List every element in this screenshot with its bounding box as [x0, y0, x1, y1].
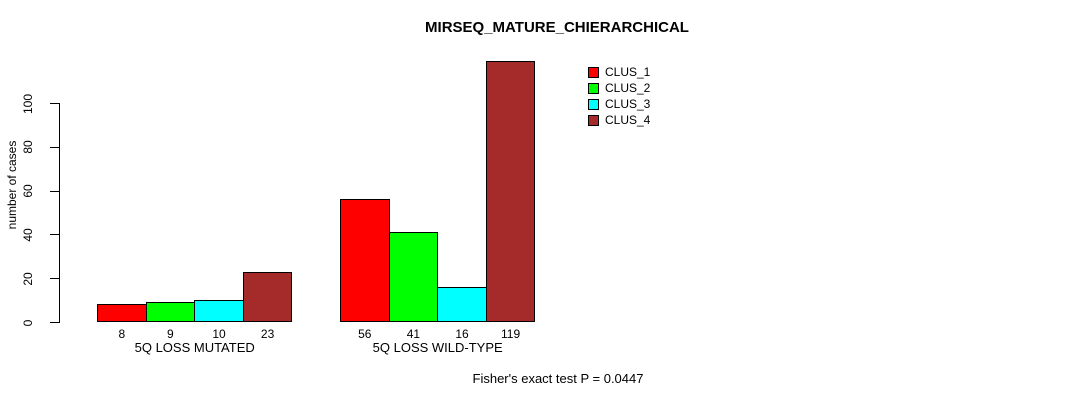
bar-clus_3-group1 [194, 300, 244, 322]
legend: CLUS_1 CLUS_2 CLUS_3 CLUS_4 [588, 64, 650, 128]
y-tick-label: 20 [21, 272, 35, 286]
legend-swatch-icon [588, 66, 599, 78]
bar-value-label: 10 [212, 327, 226, 341]
annotation: Fisher's exact test P = 0.0447 [472, 371, 644, 386]
bar-clus_4-group1 [242, 272, 293, 322]
legend-label: CLUS_1 [605, 65, 651, 79]
y-tick-mark [50, 103, 59, 104]
y-tick-label: 100 [21, 93, 35, 114]
x-category-label: 5Q LOSS MUTATED [134, 340, 255, 355]
y-axis-label: number of cases [5, 140, 19, 230]
legend-swatch-icon [588, 82, 599, 94]
y-tick-label: 40 [21, 228, 35, 242]
x-category-label: 5Q LOSS WILD-TYPE [372, 340, 503, 355]
legend-label: CLUS_2 [605, 81, 651, 95]
legend-item-clus_2: CLUS_2 [588, 80, 650, 96]
y-tick-mark [50, 278, 59, 280]
bar-clus_4-group2 [485, 61, 536, 322]
legend-item-clus_3: CLUS_3 [588, 96, 650, 112]
y-tick-mark [50, 146, 59, 148]
legend-label: CLUS_4 [605, 113, 651, 127]
legend-label: CLUS_3 [605, 97, 651, 111]
y-tick-label: 60 [21, 184, 35, 198]
chart-title: MIRSEQ_MATURE_CHIERARCHICAL [425, 19, 689, 36]
y-tick-label: 80 [21, 140, 35, 154]
bar-value-label: 16 [455, 327, 469, 341]
bar-value-label: 8 [118, 327, 126, 341]
bar-clus_3-group2 [437, 287, 487, 322]
legend-swatch-icon [588, 98, 599, 110]
y-tick-mark [50, 322, 59, 323]
y-tick-mark [50, 234, 59, 236]
bar-clus_1-group2 [340, 199, 390, 322]
legend-item-clus_1: CLUS_1 [588, 64, 650, 80]
legend-item-clus_4: CLUS_4 [588, 112, 650, 128]
bar-clus_1-group1 [97, 304, 147, 322]
bar-value-label: 56 [358, 327, 372, 341]
legend-swatch-icon [588, 114, 599, 126]
bar-value-label: 9 [167, 327, 174, 341]
bar-clus_2-group1 [145, 302, 196, 322]
bar-value-label: 23 [260, 327, 275, 341]
y-tick-mark [50, 190, 59, 192]
y-tick-label: 0 [21, 319, 35, 326]
bar-clus_2-group2 [388, 232, 439, 322]
bar-value-label: 119 [501, 327, 521, 341]
bar-value-label: 41 [406, 327, 421, 341]
y-axis-line [59, 103, 60, 323]
